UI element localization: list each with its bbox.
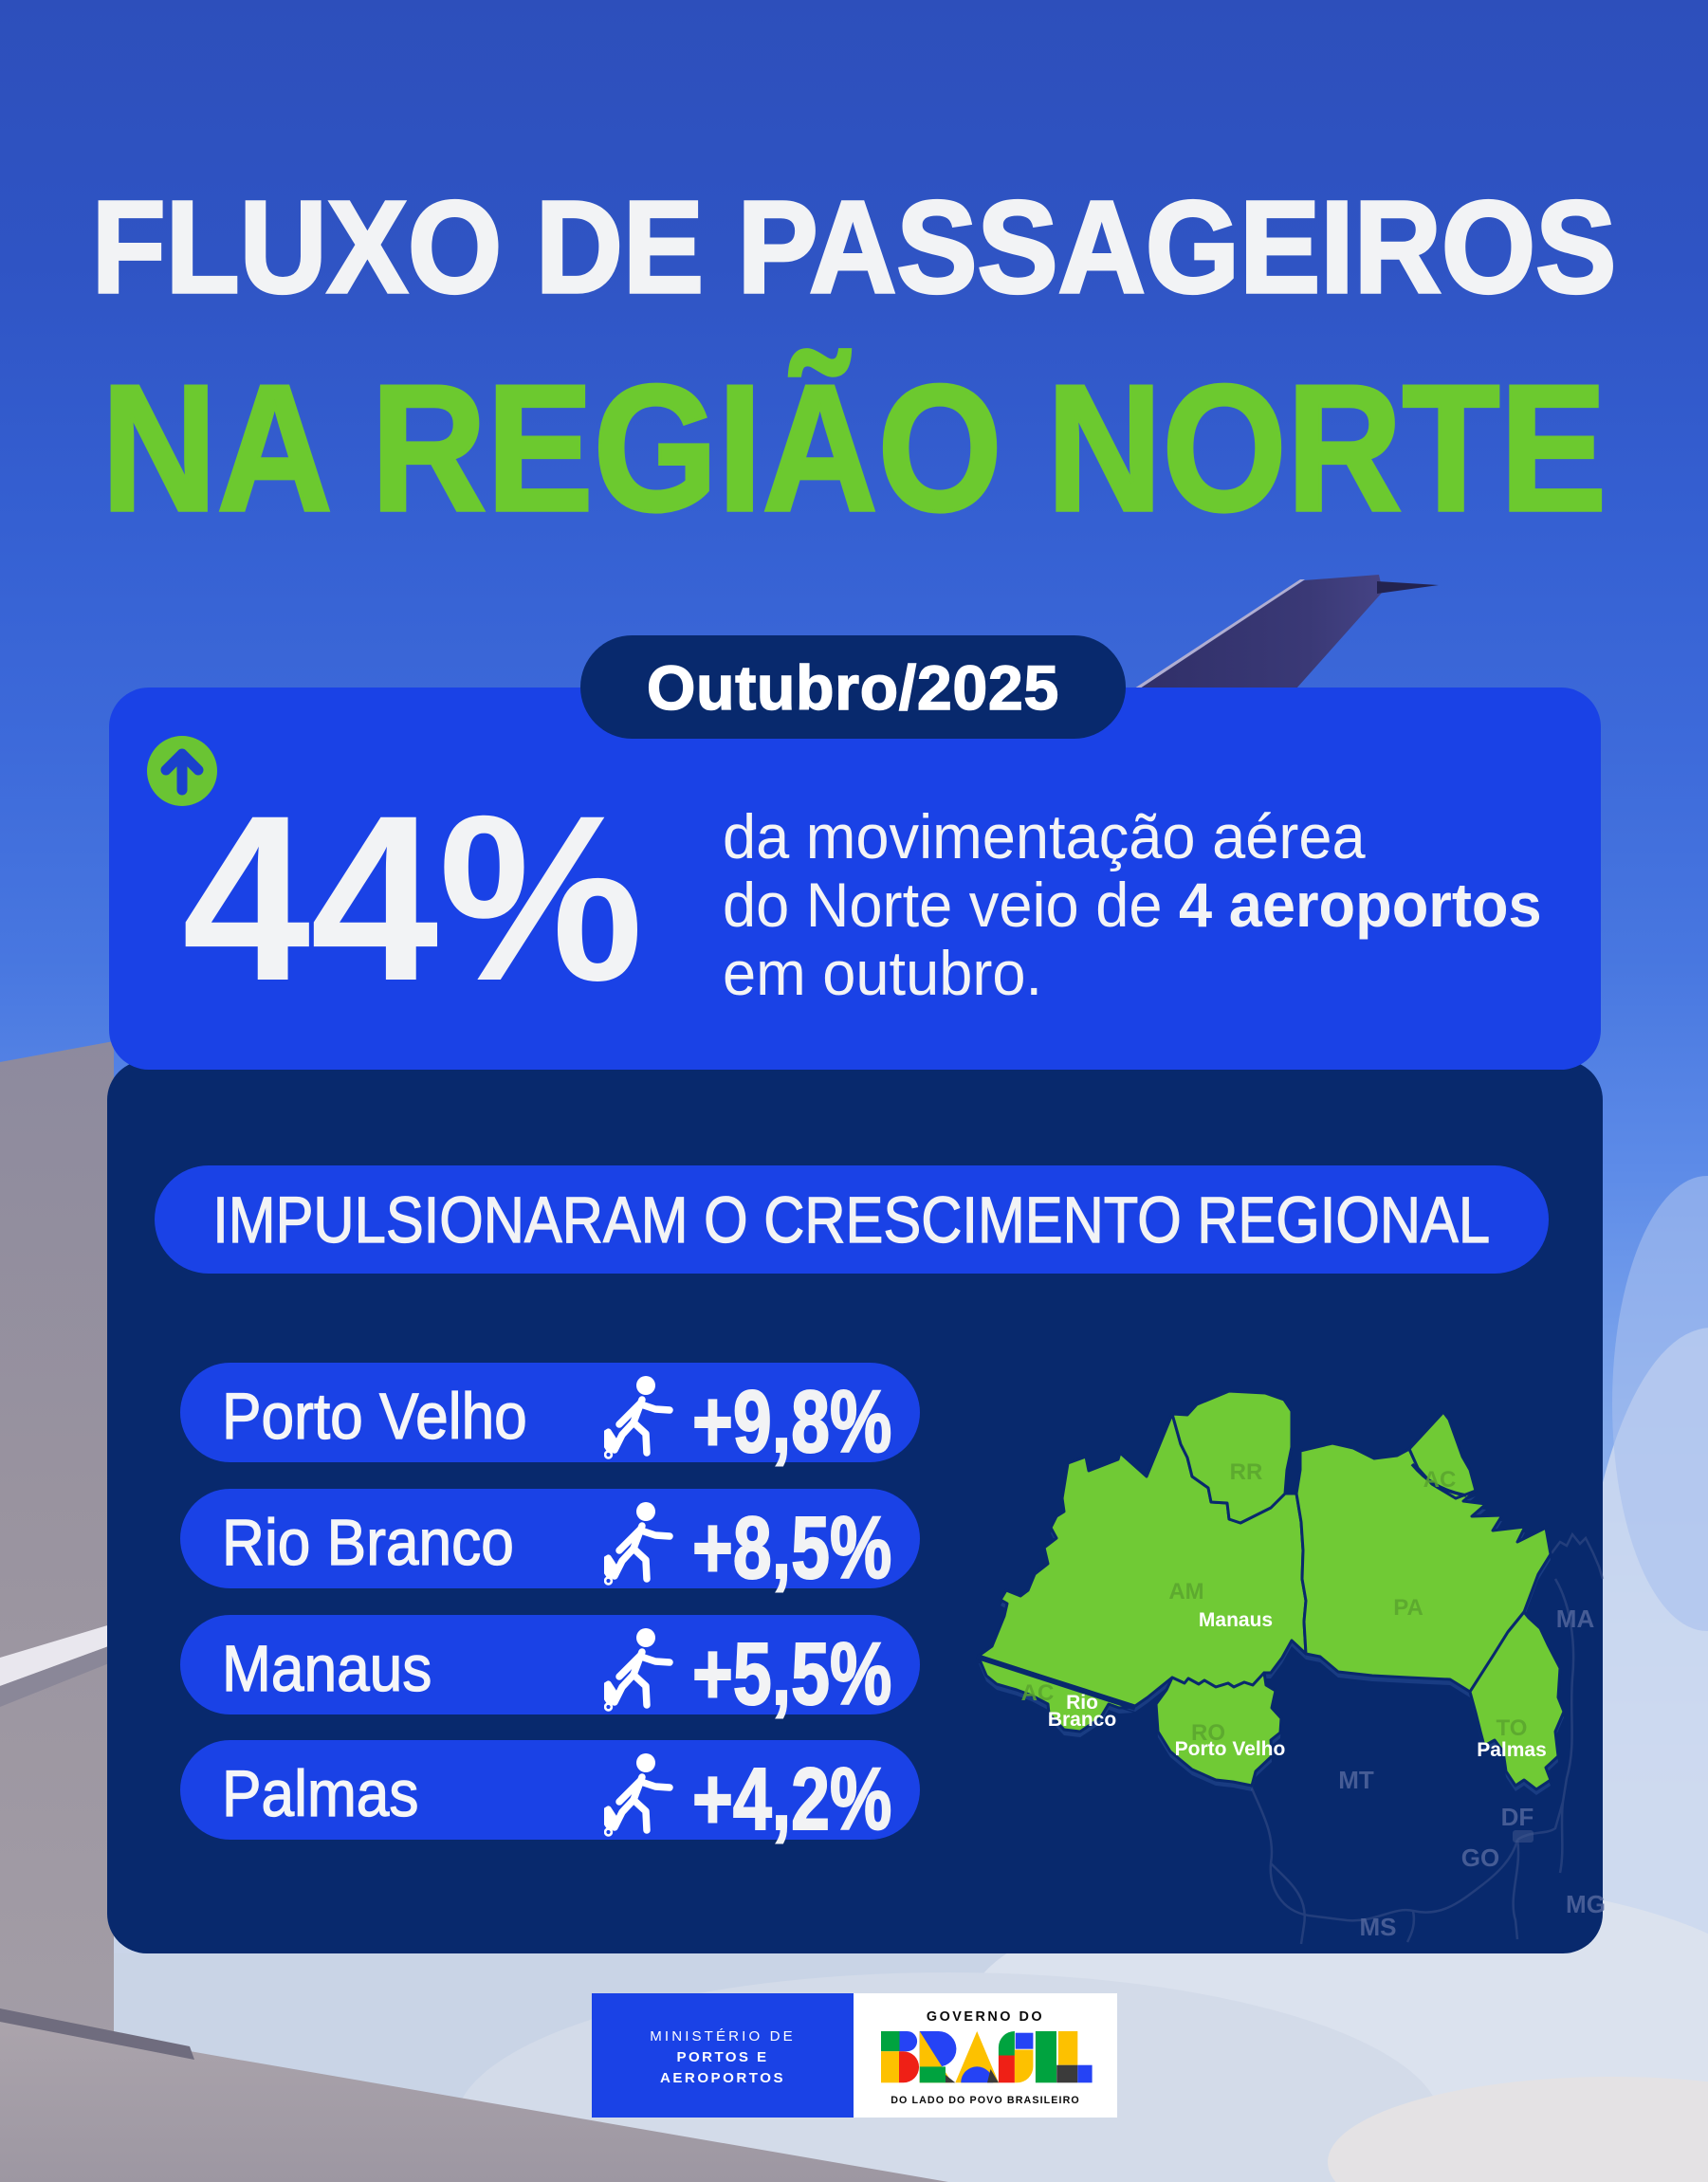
svg-text:RO: RO bbox=[1191, 1720, 1225, 1746]
svg-text:Palmas: Palmas bbox=[1477, 1739, 1547, 1761]
svg-text:RR: RR bbox=[1230, 1459, 1263, 1485]
svg-text:Porto Velho: Porto Velho bbox=[1175, 1738, 1286, 1760]
svg-text:DF: DF bbox=[1501, 1803, 1534, 1831]
svg-text:AC: AC bbox=[1021, 1680, 1055, 1706]
svg-text:MT: MT bbox=[1338, 1766, 1374, 1794]
svg-text:MA: MA bbox=[1556, 1604, 1595, 1633]
svg-text:GO: GO bbox=[1461, 1843, 1499, 1872]
svg-text:MG: MG bbox=[1566, 1890, 1606, 1918]
svg-text:AC: AC bbox=[1423, 1467, 1457, 1493]
svg-text:PA: PA bbox=[1393, 1595, 1423, 1621]
svg-text:TO: TO bbox=[1497, 1715, 1528, 1741]
svg-text:MS: MS bbox=[1360, 1913, 1397, 1941]
svg-text:AM: AM bbox=[1168, 1579, 1203, 1604]
svg-text:Manaus: Manaus bbox=[1199, 1609, 1273, 1631]
svg-text:Rio: Rio bbox=[1066, 1692, 1098, 1714]
svg-text:Branco: Branco bbox=[1048, 1709, 1116, 1731]
